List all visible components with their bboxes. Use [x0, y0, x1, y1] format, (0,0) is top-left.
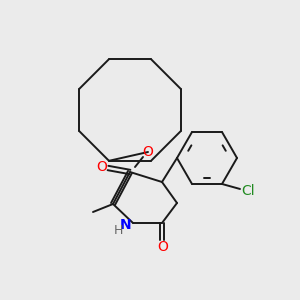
Text: N: N	[120, 218, 132, 232]
Text: O: O	[142, 145, 153, 159]
Text: Cl: Cl	[241, 184, 255, 198]
Text: O: O	[158, 240, 168, 254]
Text: H: H	[113, 224, 123, 238]
Text: O: O	[97, 160, 107, 174]
